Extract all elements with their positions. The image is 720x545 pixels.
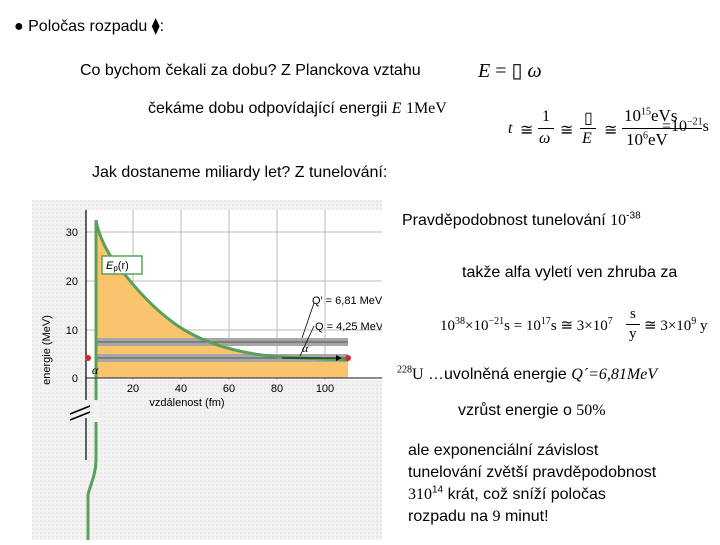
line-planck-question: Co bychom čekali za dobu? Z Planckova vz… — [80, 62, 421, 79]
formula-planck: E = ▯ ω — [478, 58, 542, 83]
slide-title: ● Poločas rozpadu ⧫: — [14, 16, 164, 36]
title-colon: : — [159, 18, 165, 35]
axis-break-icon — [69, 405, 91, 421]
growth-value: 50% — [576, 402, 606, 419]
planck-omega: ω — [527, 60, 542, 82]
probability-exp: -38 — [626, 210, 641, 222]
time-approx2: ≅ — [560, 122, 574, 139]
expo-line-1: ale exponenciální závislost — [408, 442, 599, 459]
energy-E: E — [391, 100, 402, 117]
curve-label: Ep(r) — [101, 255, 143, 275]
expo-line-2: tunelování zvětší pravděpodobnost — [408, 464, 657, 481]
q-prime-label: Q′ = 6,81 MeV — [312, 295, 382, 307]
time-approx3: ≅ — [604, 122, 618, 139]
time-E: E — [582, 130, 592, 147]
xtick-100: 100 — [316, 383, 334, 395]
years-part1: 1038×10−21s = 1017s ≅ 3×107 — [440, 316, 613, 335]
time-t: t — [508, 120, 513, 137]
planck-E: E — [478, 60, 491, 82]
svg-text:Ep(r): Ep(r) — [106, 260, 129, 273]
time-frac3-line — [622, 128, 702, 129]
arrow-icon: ⧫ — [151, 18, 160, 35]
time-den: 106eV — [626, 130, 668, 149]
xtick-20: 20 — [127, 383, 139, 395]
figure-panel: 30 20 10 0 20 40 60 80 100 vzdálenost (f… — [32, 200, 384, 540]
time-num: 1015eVs — [624, 106, 678, 125]
expo-line-3: 31014 krát, což sníží poločas — [408, 484, 606, 503]
ytick-30: 30 — [66, 227, 78, 239]
bullet-icon: ● — [14, 18, 24, 35]
uranium-mass: 228 — [397, 364, 412, 376]
xtick-60: 60 — [223, 383, 235, 395]
uranium-symbol: U — [412, 366, 424, 383]
line-energy: čekáme dobu odpovídající energii E 1MeV — [148, 100, 447, 118]
time-frac2-line — [580, 128, 596, 129]
alpha-inside-icon — [85, 355, 91, 361]
planck-eq: = — [495, 60, 507, 82]
line-uranium: 228U …uvolněná energie Q´=6,81MeV — [397, 364, 658, 384]
title-text: Poločas rozpadu — [28, 18, 148, 35]
line-tunneling: Jak dostaneme miliardy let? Z tunelování… — [92, 164, 388, 181]
y-axis-label: energie (MeV) — [41, 315, 53, 385]
alpha-outside-icon — [345, 355, 351, 361]
formula-years: 1038×10−21s = 1017s ≅ 3×107 s y ≅ 3×109 … — [440, 306, 712, 348]
time-approx1: ≅ — [520, 122, 534, 139]
growth-text: vzrůst energie o — [458, 402, 572, 419]
probability-text: Pravděpodobnost tunelování — [402, 212, 606, 229]
years-s: s — [630, 306, 636, 322]
expo-paragraph: ale exponenciální závislost tunelování z… — [408, 440, 656, 528]
uranium-q: Q´=6,81MeV — [571, 366, 658, 383]
line-probability: Pravděpodobnost tunelování 10-38 — [402, 210, 641, 230]
potential-curve — [94, 219, 349, 362]
alpha-inside-label: α — [92, 363, 99, 377]
ytick-0: 0 — [72, 373, 78, 385]
line-alpha-escape: takže alfa vyletí ven zhruba za — [462, 264, 678, 281]
years-frac-line — [626, 324, 640, 325]
ytick-10: 10 — [66, 325, 78, 337]
ytick-20: 20 — [66, 276, 78, 288]
line-growth: vzrůst energie o 50% — [458, 402, 606, 420]
energy-text: čekáme dobu odpovídající energii — [148, 100, 388, 117]
xtick-80: 80 — [271, 383, 283, 395]
planck-hbar: ▯ — [511, 60, 523, 82]
time-hbar: ▯ — [584, 110, 593, 127]
time-frac1-line — [538, 128, 554, 129]
xtick-40: 40 — [175, 383, 187, 395]
probability-base: 10 — [610, 212, 627, 229]
energy-value: 1MeV — [405, 100, 447, 117]
time-omega: ω — [539, 130, 551, 147]
energy-diagram: 30 20 10 0 20 40 60 80 100 vzdálenost (f… — [32, 200, 384, 540]
time-one: 1 — [542, 108, 550, 125]
years-y: y — [629, 326, 637, 342]
years-part2: ≅ 3×109 y — [644, 316, 708, 335]
q-label: Q = 4,25 MeV — [315, 321, 382, 333]
uranium-text: …uvolněná energie — [428, 366, 567, 383]
x-axis-label: vzdálenost (fm) — [149, 397, 224, 409]
alpha-outside-label: α — [302, 341, 309, 355]
expo-line-4: rozpadu na 9 minut! — [408, 508, 549, 525]
time-result: =10−21s — [662, 116, 709, 135]
